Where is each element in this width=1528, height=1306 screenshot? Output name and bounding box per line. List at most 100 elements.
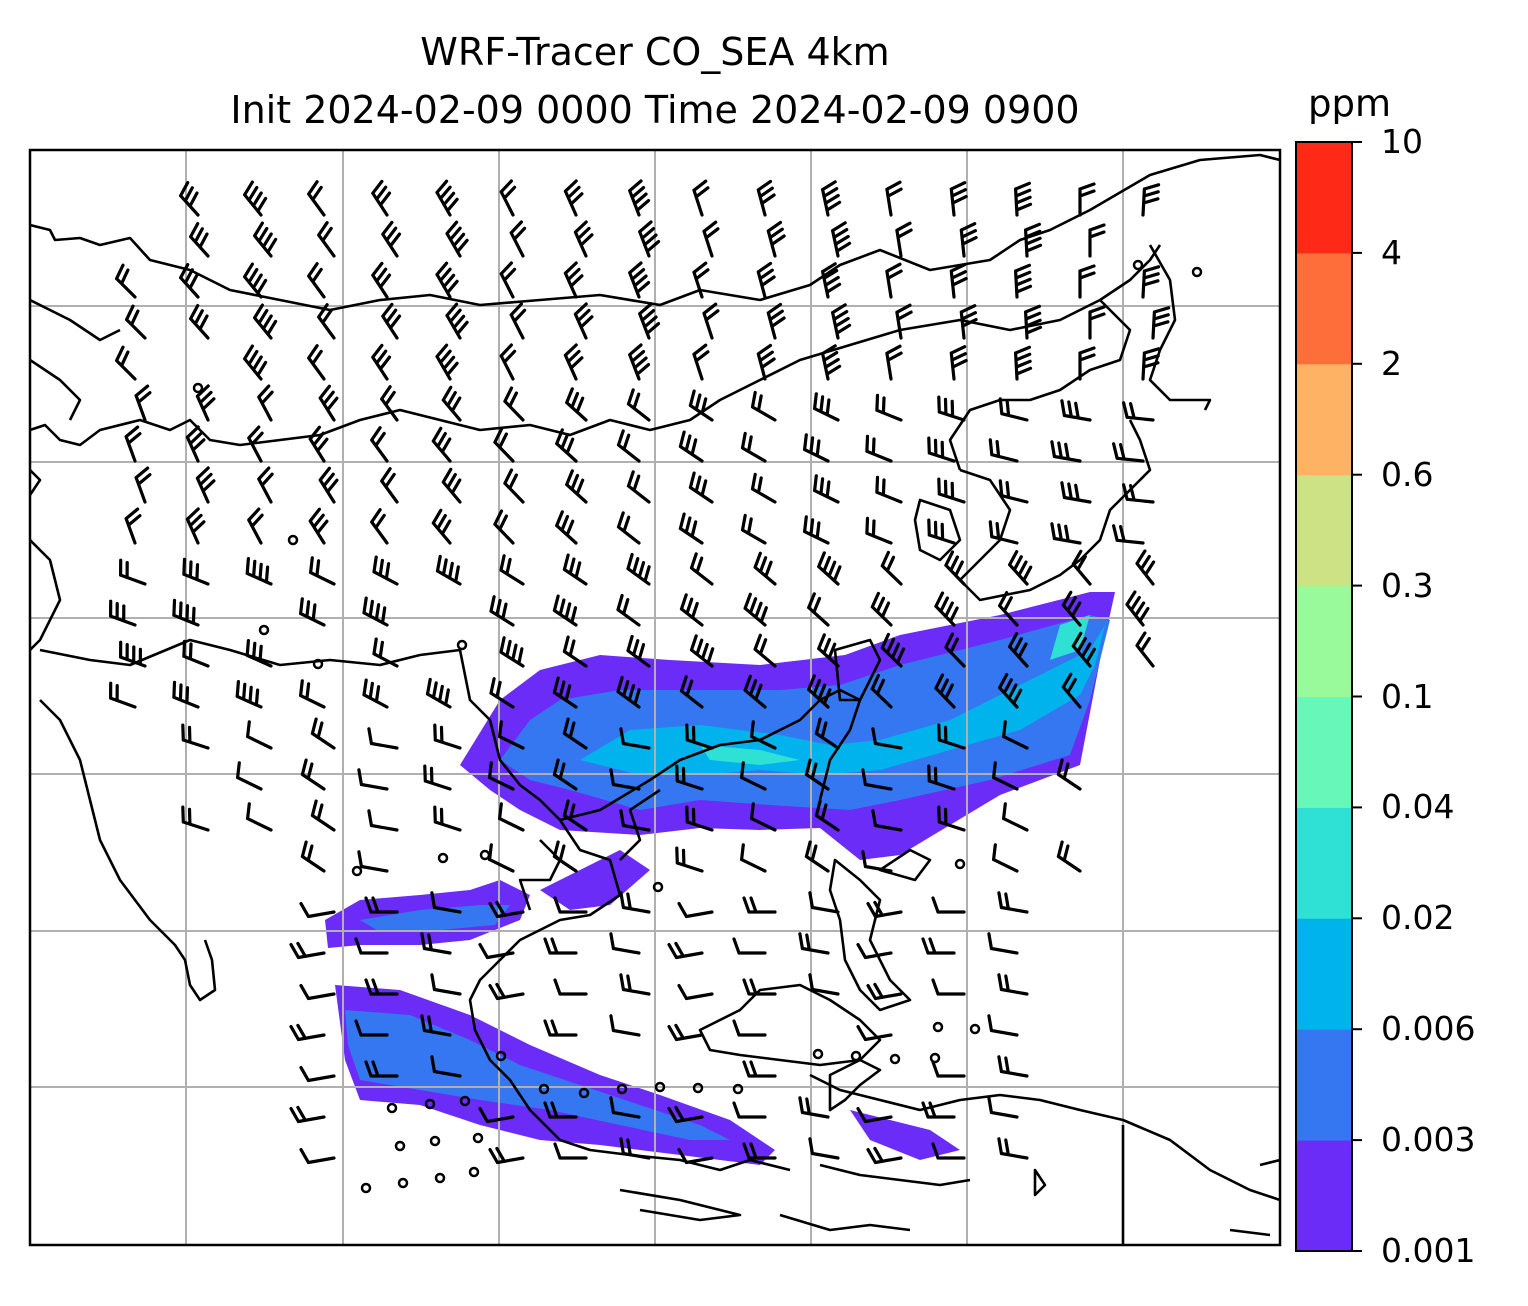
wind-barb (247, 507, 264, 545)
wind-barb (740, 843, 767, 873)
wind-barb (435, 261, 459, 299)
wind-barb (299, 1066, 336, 1083)
wind-barb (856, 1107, 893, 1124)
wind-barb (503, 386, 525, 422)
colorbar-tick-label: 2 (1381, 343, 1402, 383)
wind-barb (804, 758, 830, 791)
wind-barb (370, 426, 389, 463)
calm-wind-marker (692, 1082, 704, 1094)
colorbar-tick-label: 0.6 (1381, 454, 1434, 494)
wind-barb (808, 973, 840, 996)
wind-barb (740, 431, 767, 463)
wind-barb (498, 802, 525, 832)
wind-barb (236, 761, 263, 791)
wind-barb (124, 507, 142, 545)
wind-barb (689, 552, 714, 586)
wind-barb (750, 802, 777, 832)
wind-barb (1060, 481, 1092, 504)
wind-barb (756, 343, 776, 381)
wind-barb (181, 805, 210, 832)
wind-barb (753, 633, 777, 668)
wind-barb (1050, 522, 1082, 545)
wind-barb (195, 384, 216, 422)
wind-barb (380, 467, 399, 504)
chart-title-line-2: Init 2024-02-09 0000 Time 2024-02-09 090… (230, 88, 1080, 132)
calm-wind-marker (652, 881, 664, 893)
wind-barb (685, 723, 714, 750)
wind-barb (289, 1023, 326, 1042)
wind-barb (885, 344, 903, 381)
wind-barb (172, 598, 200, 627)
wind-barb (318, 466, 339, 504)
wind-barb (813, 392, 840, 422)
wind-barb (609, 1096, 641, 1119)
wind-barb (732, 1101, 767, 1119)
wind-barb (1061, 672, 1082, 709)
wind-barb (562, 635, 588, 668)
wind-barb (555, 428, 578, 463)
colorbar-tick-label: 0.04 (1381, 787, 1455, 827)
wind-barb (814, 717, 840, 750)
wind-barb (821, 262, 842, 299)
calm-wind-marker (434, 1172, 446, 1184)
wind-barb (871, 727, 903, 750)
calm-wind-marker (394, 1140, 406, 1152)
wind-barb (807, 592, 830, 627)
wind-barb (573, 302, 594, 340)
wind-barb (430, 1055, 462, 1078)
wind-barb (667, 1105, 704, 1124)
wind-barb (959, 222, 978, 258)
wind-barb (1112, 524, 1145, 545)
wind-barb (959, 304, 978, 340)
wind-barb (1088, 223, 1106, 258)
wind-barb (493, 427, 515, 463)
colorbar-unit-label: ppm (1308, 82, 1392, 125)
wind-barb (743, 674, 767, 709)
calm-wind-marker (437, 852, 449, 864)
wind-barb (927, 764, 956, 791)
wind-barb (499, 343, 517, 381)
wind-barb (1125, 590, 1150, 627)
calm-wind-marker (459, 1095, 471, 1107)
wind-barb (1014, 181, 1033, 217)
wind-barb (814, 799, 840, 832)
wind-barb (253, 303, 278, 340)
wind-barb (870, 591, 893, 627)
colorbar-tick-label: 0.02 (1381, 898, 1455, 938)
wind-barb (498, 720, 525, 750)
wind-barb (742, 978, 777, 996)
colorbar-segment (1296, 918, 1352, 1030)
wind-barb (817, 633, 840, 668)
wind-barb (987, 932, 1019, 955)
wind-barb (441, 467, 462, 504)
wind-barb (420, 932, 452, 955)
calm-wind-marker (258, 624, 270, 636)
colorbar-segment (1296, 363, 1352, 476)
wind-barb (317, 221, 336, 258)
wind-barb (885, 262, 903, 299)
wind-barb (445, 302, 469, 340)
wind-barb (679, 593, 704, 627)
wind-barb (371, 179, 392, 217)
wind-barb (685, 805, 714, 832)
wind-barb (619, 891, 651, 914)
calm-wind-marker (932, 1021, 944, 1033)
wind-barb (998, 479, 1029, 504)
wind-barb (441, 385, 462, 422)
wind-barb (921, 937, 956, 955)
chart-title-line-1: WRF-Tracer CO_SEA 4km (420, 30, 890, 74)
wind-barb (420, 1014, 452, 1037)
wind-barb (944, 632, 966, 668)
wind-barb (949, 263, 968, 299)
calm-wind-marker (429, 1135, 441, 1147)
wind-barb (245, 557, 273, 586)
wind-barb (937, 395, 966, 422)
colorbar-segment (1296, 252, 1352, 365)
wind-barb (997, 891, 1029, 914)
wind-barb (1078, 264, 1096, 299)
wind-barb (1060, 399, 1092, 422)
wind-barb (235, 680, 263, 709)
wind-barb (677, 1148, 714, 1165)
wind-barb (927, 518, 956, 545)
wind-barb (998, 591, 1019, 627)
